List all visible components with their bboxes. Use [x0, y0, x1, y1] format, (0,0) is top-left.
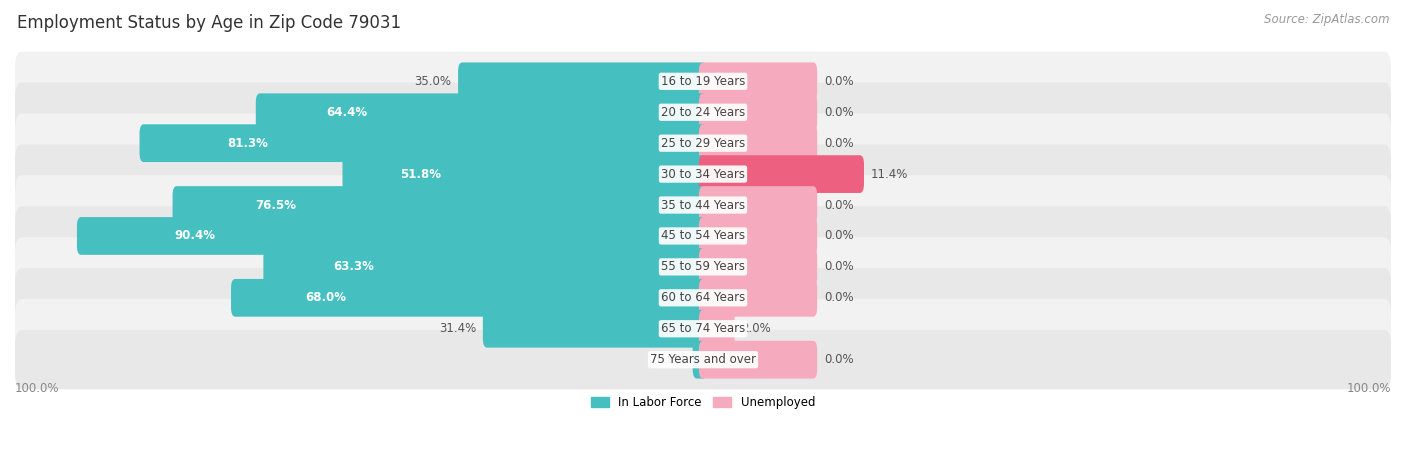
Text: 0.0%: 0.0%	[824, 137, 853, 150]
Text: 51.8%: 51.8%	[401, 167, 441, 180]
FancyBboxPatch shape	[699, 341, 817, 378]
FancyBboxPatch shape	[343, 155, 707, 193]
Text: 0.0%: 0.0%	[824, 291, 853, 304]
Text: Source: ZipAtlas.com: Source: ZipAtlas.com	[1264, 14, 1389, 27]
Text: 0.0%: 0.0%	[824, 261, 853, 274]
Text: 25 to 29 Years: 25 to 29 Years	[661, 137, 745, 150]
Text: 63.3%: 63.3%	[333, 261, 374, 274]
FancyBboxPatch shape	[482, 310, 707, 347]
Text: 35.0%: 35.0%	[415, 75, 451, 88]
FancyBboxPatch shape	[693, 341, 707, 378]
Text: 31.4%: 31.4%	[439, 322, 477, 335]
Text: 35 to 44 Years: 35 to 44 Years	[661, 198, 745, 211]
Text: 0.0%: 0.0%	[824, 106, 853, 119]
Text: 81.3%: 81.3%	[228, 137, 269, 150]
FancyBboxPatch shape	[256, 93, 707, 131]
Text: 100.0%: 100.0%	[15, 382, 59, 395]
Text: 0.0%: 0.0%	[824, 198, 853, 211]
FancyBboxPatch shape	[458, 63, 707, 100]
FancyBboxPatch shape	[15, 52, 1391, 111]
FancyBboxPatch shape	[699, 124, 817, 162]
Text: 0.0%: 0.0%	[824, 230, 853, 243]
Text: 11.4%: 11.4%	[870, 167, 908, 180]
Text: 76.5%: 76.5%	[256, 198, 297, 211]
Text: 2.0%: 2.0%	[741, 322, 772, 335]
FancyBboxPatch shape	[699, 279, 817, 317]
Text: 45 to 54 Years: 45 to 54 Years	[661, 230, 745, 243]
Text: 100.0%: 100.0%	[1347, 382, 1391, 395]
FancyBboxPatch shape	[15, 176, 1391, 235]
Text: 68.0%: 68.0%	[305, 291, 346, 304]
Text: 55 to 59 Years: 55 to 59 Years	[661, 261, 745, 274]
FancyBboxPatch shape	[15, 299, 1391, 359]
FancyBboxPatch shape	[15, 113, 1391, 173]
Text: 65 to 74 Years: 65 to 74 Years	[661, 322, 745, 335]
Text: 20 to 24 Years: 20 to 24 Years	[661, 106, 745, 119]
FancyBboxPatch shape	[15, 330, 1391, 389]
Legend: In Labor Force, Unemployed: In Labor Force, Unemployed	[586, 392, 820, 414]
FancyBboxPatch shape	[699, 217, 817, 255]
FancyBboxPatch shape	[699, 63, 817, 100]
Text: 0.0%: 0.0%	[824, 353, 853, 366]
FancyBboxPatch shape	[173, 186, 707, 224]
FancyBboxPatch shape	[15, 144, 1391, 204]
Text: 60 to 64 Years: 60 to 64 Years	[661, 291, 745, 304]
FancyBboxPatch shape	[699, 93, 817, 131]
FancyBboxPatch shape	[139, 124, 707, 162]
FancyBboxPatch shape	[699, 248, 817, 286]
FancyBboxPatch shape	[699, 186, 817, 224]
Text: 90.4%: 90.4%	[174, 230, 215, 243]
Text: 0.0%: 0.0%	[824, 75, 853, 88]
Text: 16 to 19 Years: 16 to 19 Years	[661, 75, 745, 88]
FancyBboxPatch shape	[15, 82, 1391, 142]
Text: Employment Status by Age in Zip Code 79031: Employment Status by Age in Zip Code 790…	[17, 14, 401, 32]
FancyBboxPatch shape	[15, 268, 1391, 328]
Text: 64.4%: 64.4%	[326, 106, 367, 119]
Text: 30 to 34 Years: 30 to 34 Years	[661, 167, 745, 180]
FancyBboxPatch shape	[15, 237, 1391, 297]
FancyBboxPatch shape	[699, 310, 735, 347]
FancyBboxPatch shape	[231, 279, 707, 317]
FancyBboxPatch shape	[699, 155, 865, 193]
FancyBboxPatch shape	[77, 217, 707, 255]
Text: 0.9%: 0.9%	[657, 353, 686, 366]
Text: 75 Years and over: 75 Years and over	[650, 353, 756, 366]
FancyBboxPatch shape	[263, 248, 707, 286]
FancyBboxPatch shape	[15, 206, 1391, 266]
